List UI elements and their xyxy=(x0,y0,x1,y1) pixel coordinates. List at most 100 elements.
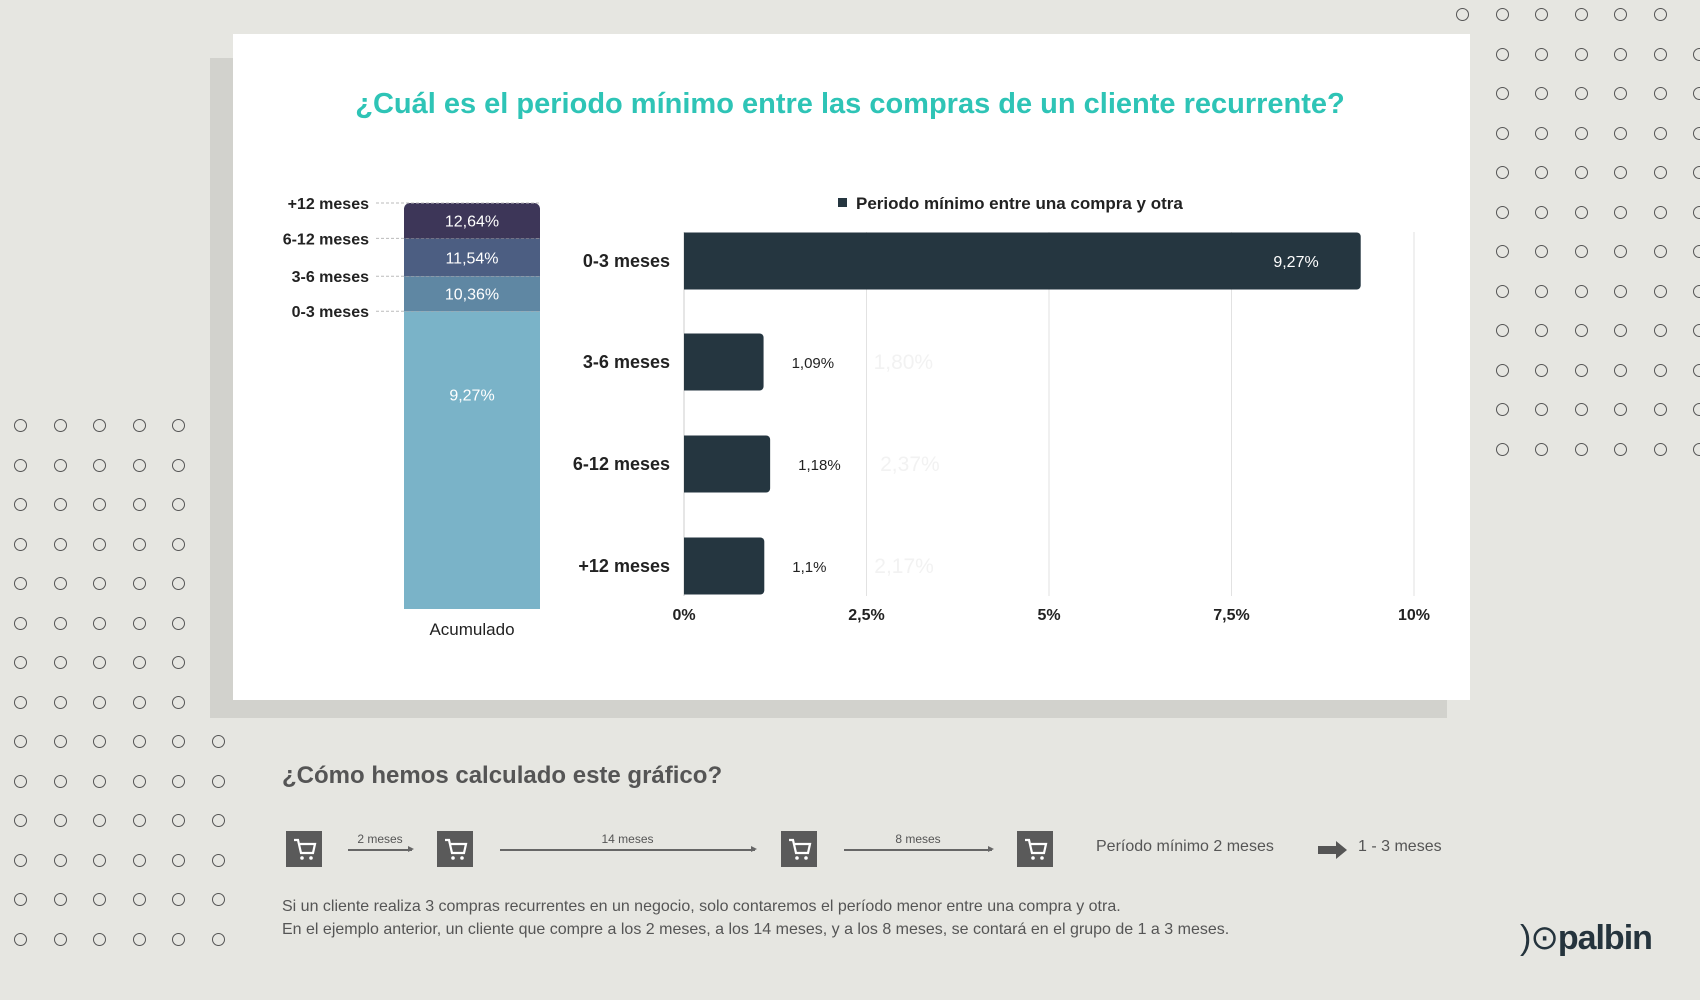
explanation-heading: ¿Cómo hemos calculado este gráfico? xyxy=(282,762,723,789)
dot xyxy=(211,735,225,748)
dot xyxy=(1574,442,1588,456)
dot xyxy=(53,616,67,630)
dot xyxy=(211,853,225,867)
dot xyxy=(1653,126,1667,140)
dot xyxy=(1693,166,1700,179)
dot xyxy=(172,498,185,511)
interval-label: 2 meses xyxy=(357,832,403,846)
dot xyxy=(53,932,67,946)
dot xyxy=(14,458,27,472)
dot xyxy=(1574,245,1588,258)
dot xyxy=(1693,126,1700,140)
dot xyxy=(132,695,146,709)
bar-edge xyxy=(684,435,690,493)
dot xyxy=(1495,363,1509,377)
dot xyxy=(1495,284,1509,298)
dot xyxy=(132,616,146,630)
legend-swatch xyxy=(838,198,847,207)
bar xyxy=(684,537,765,595)
dot xyxy=(14,853,27,867)
dot xyxy=(211,932,225,946)
bar-edge xyxy=(684,232,690,290)
y-category-label: 6-12 meses xyxy=(573,454,670,474)
dot xyxy=(172,853,185,867)
dot xyxy=(93,458,106,472)
dot xyxy=(1535,205,1548,219)
dot xyxy=(1693,284,1700,298)
bar xyxy=(684,333,764,391)
dot xyxy=(1495,245,1509,258)
bar-label: 1,18% xyxy=(798,457,841,474)
dot xyxy=(172,735,185,748)
y-category-label: +12 meses xyxy=(578,556,670,576)
dot xyxy=(132,735,146,748)
dot xyxy=(172,893,185,906)
dot xyxy=(1535,284,1548,298)
dot xyxy=(1495,324,1509,337)
dot xyxy=(1614,47,1627,61)
dot xyxy=(1693,403,1700,416)
dot xyxy=(172,695,185,709)
x-tick-label: 2,5% xyxy=(848,607,884,624)
dot xyxy=(14,774,27,788)
dot xyxy=(211,774,225,788)
x-tick-label: 7,5% xyxy=(1213,607,1249,624)
stack-label: 10,36% xyxy=(445,287,499,304)
palbin-logo: )⊙palbin xyxy=(1520,919,1653,957)
arrow-icon xyxy=(348,846,414,852)
dot xyxy=(1574,166,1588,179)
stack-segment xyxy=(404,211,540,239)
bar xyxy=(684,232,1361,290)
ghost-label: 2,37% xyxy=(880,453,940,476)
dot xyxy=(53,458,67,472)
stack-category-label: +12 meses xyxy=(288,196,370,213)
dot xyxy=(172,774,185,788)
y-category-label: 3-6 meses xyxy=(583,352,670,372)
dot xyxy=(132,853,146,867)
dot xyxy=(53,774,67,788)
bar xyxy=(684,435,771,493)
dot xyxy=(1653,284,1667,298)
dot xyxy=(1653,403,1667,416)
stack-category-label: 6-12 meses xyxy=(283,231,369,248)
interval-label: 8 meses xyxy=(895,832,941,846)
dot xyxy=(1535,403,1548,416)
dot xyxy=(132,458,146,472)
stack-x-label: Acumulado xyxy=(429,620,514,639)
dot xyxy=(132,893,146,906)
dot xyxy=(1653,87,1667,100)
dot xyxy=(14,695,27,709)
dot xyxy=(172,458,185,472)
x-tick-label: 10% xyxy=(1398,607,1430,624)
dot xyxy=(1693,47,1700,61)
bar-label: 1,1% xyxy=(792,559,826,576)
dot xyxy=(14,498,27,511)
dot xyxy=(1574,126,1588,140)
legend-label: Periodo mínimo entre una compra y otra xyxy=(856,194,1183,213)
dot xyxy=(14,893,27,906)
dot xyxy=(1535,87,1548,100)
cart-icon xyxy=(1017,831,1053,867)
stack-category-label: 3-6 meses xyxy=(292,269,369,286)
y-category-label: 0-3 meses xyxy=(583,251,670,271)
stack-label: 12,64% xyxy=(445,214,499,231)
dot xyxy=(132,498,146,511)
dot xyxy=(93,774,106,788)
dot xyxy=(1693,205,1700,219)
dot xyxy=(132,577,146,590)
dot xyxy=(53,537,67,551)
cart-icon xyxy=(437,831,473,867)
dot xyxy=(1495,87,1509,100)
x-tick-label: 0% xyxy=(672,607,695,624)
arrow-icon xyxy=(500,846,757,852)
dot xyxy=(1693,442,1700,456)
dot xyxy=(53,577,67,590)
dot xyxy=(14,656,27,669)
dot xyxy=(1495,47,1509,61)
dot xyxy=(1574,8,1588,21)
dot xyxy=(132,814,146,827)
dot xyxy=(1535,324,1548,337)
dot xyxy=(93,656,106,669)
dot xyxy=(132,419,146,432)
dot xyxy=(1653,47,1667,61)
